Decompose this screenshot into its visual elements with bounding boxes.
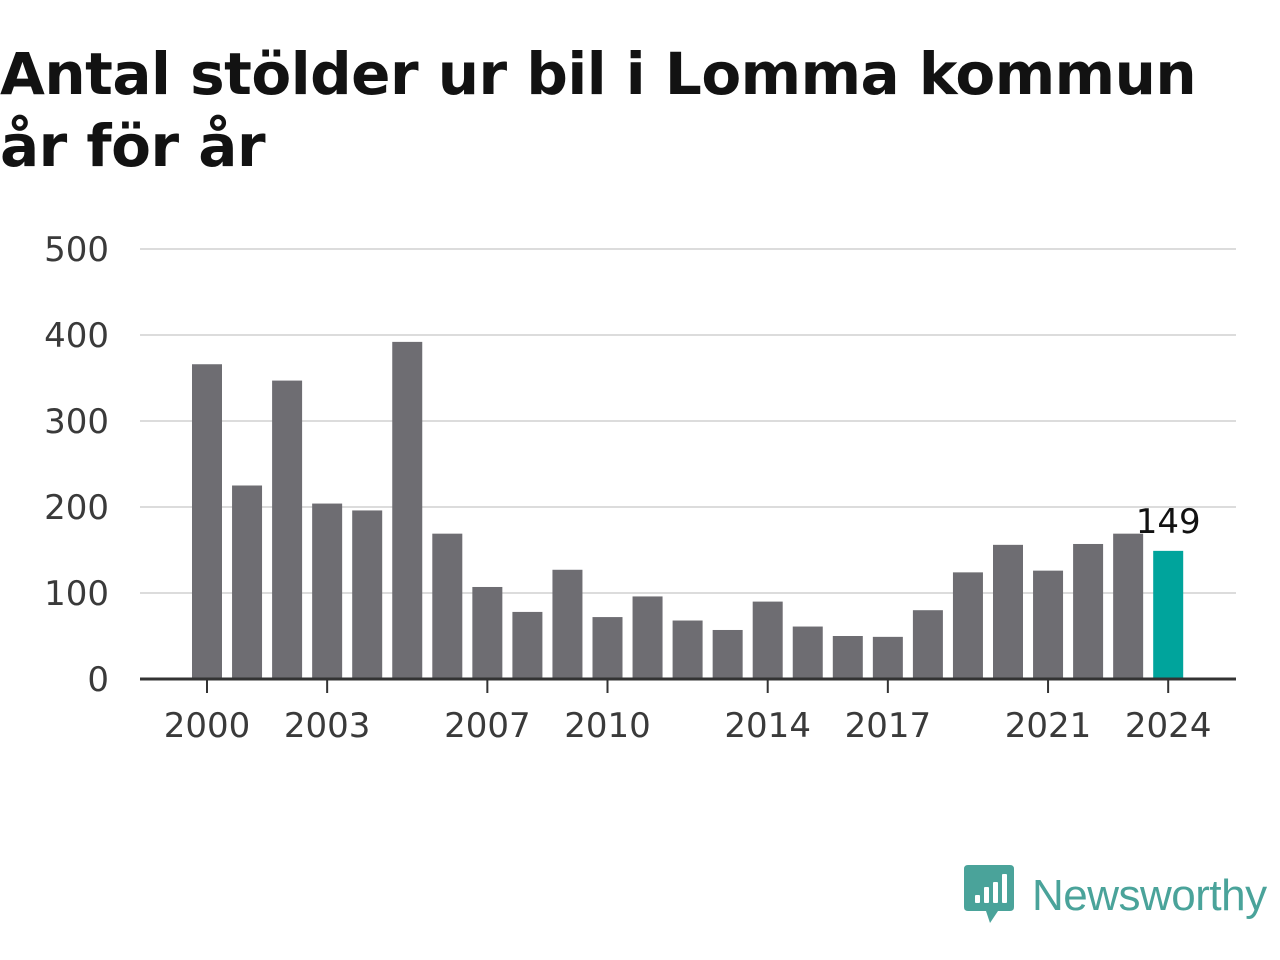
bar-2016 [832, 636, 863, 679]
bar-2004 [352, 510, 383, 679]
x-axis-tick-labels: 2000 2003 2007 2010 2014 2017 2021 2024 [164, 706, 1212, 746]
y-tick-label: 0 [87, 660, 109, 700]
bar-2001 [232, 485, 263, 679]
bar-2023 [1113, 533, 1144, 679]
bar-2021 [1033, 570, 1064, 679]
bar-2005 [392, 341, 423, 679]
x-tick-label: 2024 [1125, 706, 1212, 746]
bar-2010 [592, 617, 623, 679]
y-tick-label: 300 [44, 402, 109, 442]
bar-2020 [993, 544, 1023, 679]
bar-2017 [872, 636, 903, 679]
bar-2006 [432, 533, 463, 679]
bar-2019 [952, 572, 983, 679]
x-tick-label: 2017 [845, 706, 932, 746]
x-tick-label: 2000 [164, 706, 251, 746]
newsworthy-logo: Newsworthy [964, 864, 1267, 928]
bar-2008 [512, 611, 543, 679]
x-tick-label: 2007 [444, 706, 531, 746]
bar-2002 [272, 380, 303, 679]
y-axis-tick-labels: 0 100 200 300 400 500 [44, 230, 109, 700]
bar-2007 [472, 586, 503, 679]
bar-2015 [792, 626, 823, 679]
y-tick-label: 400 [44, 316, 109, 356]
gridlines [140, 248, 1236, 594]
x-tick-label: 2003 [284, 706, 371, 746]
bar-2013 [712, 629, 743, 679]
bars [192, 341, 1184, 679]
bar-2011 [632, 596, 663, 679]
data-labels: 149 [1136, 502, 1201, 542]
chart-title: Antal stölder ur bil i Lomma kommun år f… [0, 40, 1197, 180]
bar-2024 [1153, 550, 1184, 679]
x-axis [140, 677, 1236, 693]
data-label-2024: 149 [1136, 502, 1201, 542]
y-tick-label: 500 [44, 230, 109, 270]
bar-2022 [1073, 543, 1104, 679]
x-tick-label: 2014 [724, 706, 811, 746]
y-tick-label: 200 [44, 488, 109, 528]
bar-2009 [552, 569, 583, 679]
bar-2012 [672, 620, 703, 679]
x-tick-label: 2021 [1005, 706, 1092, 746]
x-tick-label: 2010 [564, 706, 651, 746]
bar-2003 [312, 503, 343, 679]
newsworthy-logo-icon [964, 865, 1014, 923]
y-tick-label: 100 [44, 574, 109, 614]
newsworthy-logo-text: Newsworthy [1032, 871, 1267, 920]
bar-2014 [752, 601, 783, 679]
bar-2000 [192, 364, 222, 679]
bar-2018 [912, 610, 943, 679]
